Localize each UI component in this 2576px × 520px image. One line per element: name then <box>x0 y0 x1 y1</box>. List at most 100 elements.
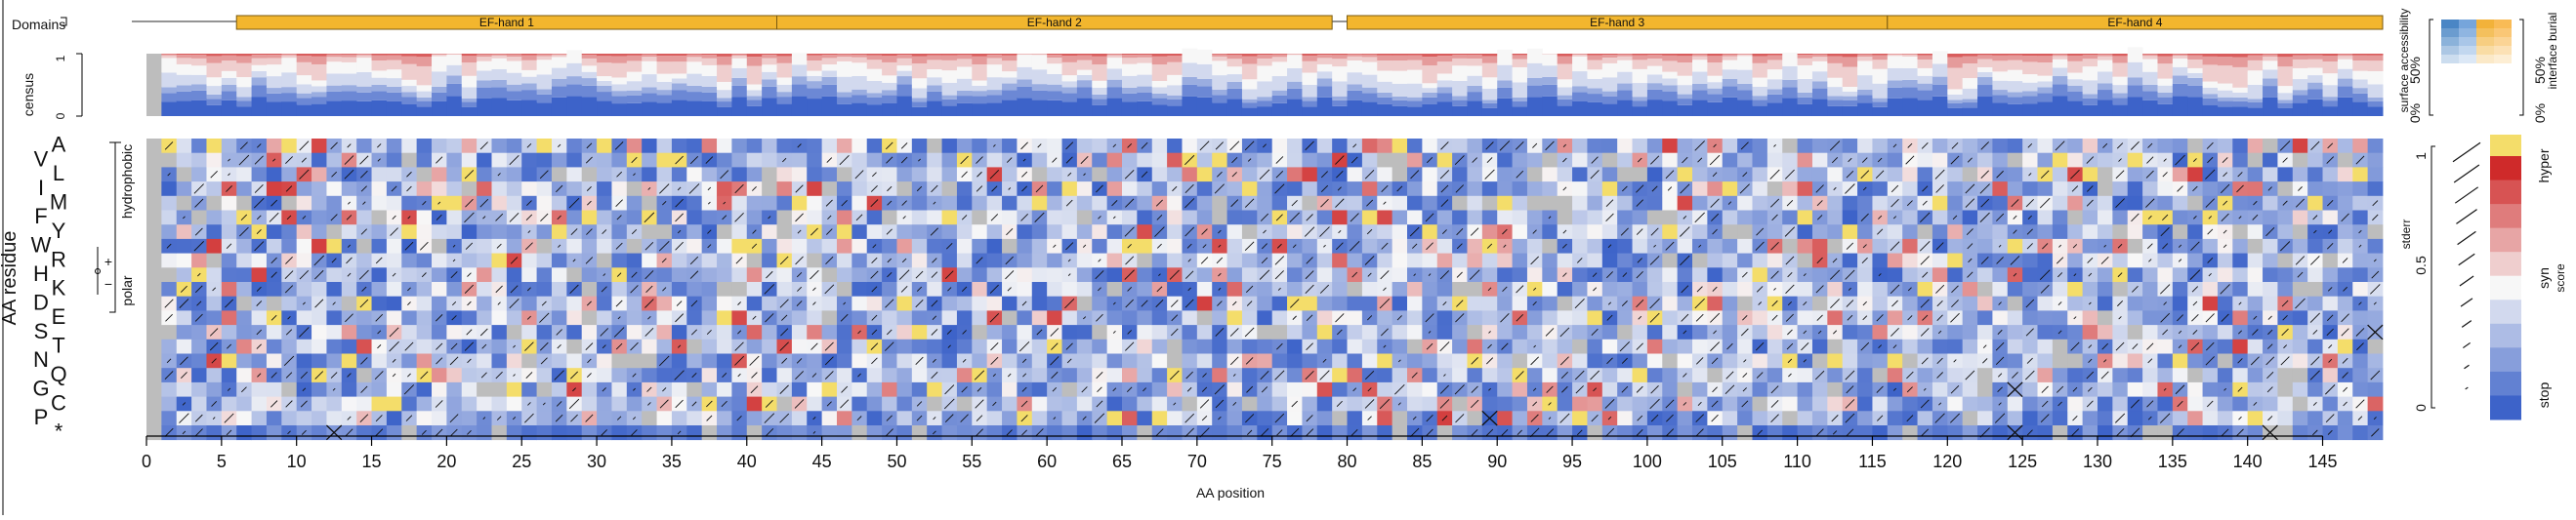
heatmap-cell <box>146 425 162 440</box>
census-bar-segment <box>942 105 958 116</box>
census-bar-segment <box>2142 54 2158 55</box>
heatmap-cell <box>972 139 987 153</box>
heatmap-cell <box>1767 181 1783 196</box>
heatmap-cell <box>177 325 192 340</box>
census-bar-segment <box>731 68 747 78</box>
heatmap-cell <box>1317 211 1333 225</box>
census-bar-segment <box>2307 60 2323 68</box>
heatmap-cell <box>1422 368 1437 382</box>
heatmap-cell <box>222 254 237 268</box>
heatmap-cell <box>597 139 612 153</box>
census-bar-segment <box>191 100 207 116</box>
census-bar-segment <box>267 55 282 58</box>
heatmap-cell <box>417 282 433 297</box>
census-bar-segment <box>1542 54 1558 65</box>
census-bar <box>146 54 162 116</box>
heatmap-cell <box>1152 254 1168 268</box>
heatmap-cell <box>491 224 507 239</box>
heatmap-cell <box>1062 411 1078 425</box>
heatmap-cell <box>356 425 372 440</box>
census-bar-segment <box>1182 97 1197 116</box>
census-bar-segment <box>1092 54 1107 57</box>
heatmap-cell <box>312 411 327 425</box>
census-bar-segment <box>1437 80 1453 87</box>
heatmap-cell <box>1602 139 1618 153</box>
heatmap-cell <box>1407 354 1423 369</box>
census-bar-segment <box>822 64 838 70</box>
heatmap-cell <box>326 239 342 254</box>
heatmap-cell <box>731 425 747 440</box>
census-bar-segment <box>807 56 822 60</box>
heatmap-cell <box>1377 167 1392 181</box>
census-bar-segment <box>867 93 883 98</box>
heatmap-cell <box>1107 354 1123 369</box>
heatmap-cell <box>1467 297 1482 311</box>
heatmap-cell <box>1422 354 1437 369</box>
census-bar-segment <box>1437 54 1453 56</box>
census-bar-segment <box>2128 85 2143 97</box>
census-bar-segment <box>1737 55 1753 56</box>
heatmap-cell <box>1077 224 1093 239</box>
heatmap-cell <box>1723 425 1738 440</box>
census-bar-segment <box>1782 87 1798 98</box>
census-bar-segment <box>837 54 852 55</box>
census-bar-segment <box>1017 79 1032 87</box>
heatmap-cell <box>177 254 192 268</box>
heatmap-cell <box>1497 368 1513 382</box>
heatmap-cell <box>267 224 282 239</box>
heatmap-cell <box>1122 181 1138 196</box>
heatmap-cell <box>1392 254 1408 268</box>
heatmap-cell <box>297 310 312 325</box>
census-bar-segment <box>491 56 507 59</box>
census-bar-segment <box>2142 72 2158 85</box>
heatmap-cell <box>146 354 162 369</box>
heatmap-cell <box>642 368 657 382</box>
census-bar-segment <box>882 90 897 95</box>
heatmap-cell <box>1542 167 1558 181</box>
heatmap-cell <box>942 224 958 239</box>
census-bar-segment <box>2263 55 2278 57</box>
census-bar-segment <box>1647 66 1663 75</box>
heatmap-cell <box>432 282 447 297</box>
heatmap-cell <box>1857 368 1873 382</box>
census-bar-segment <box>1227 89 1243 100</box>
census-bar-segment <box>2098 57 2113 60</box>
heatmap-cell <box>446 196 462 211</box>
heatmap-cell <box>1317 310 1333 325</box>
heatmap-cell <box>417 411 433 425</box>
heatmap-cell <box>1752 139 1767 153</box>
heatmap-cell <box>627 139 643 153</box>
census-bar-segment <box>1723 57 1738 60</box>
heatmap-cell <box>912 310 928 325</box>
heatmap-cell <box>1242 211 1258 225</box>
heatmap-cell <box>552 425 567 440</box>
heatmap-cell <box>566 310 582 325</box>
heatmap-cell <box>252 310 268 325</box>
census-bar-segment <box>686 54 702 55</box>
census-bar-segment <box>236 77 252 87</box>
heatmap-cell <box>462 411 478 425</box>
census-bar-segment <box>686 57 702 61</box>
heatmap-cell <box>401 397 417 412</box>
heatmap-cell <box>702 167 718 181</box>
heatmap-cell <box>611 224 627 239</box>
census-bar-segment <box>2038 54 2054 56</box>
heatmap-cell <box>206 196 222 211</box>
heatmap-cell <box>1332 411 1348 425</box>
census-bar-segment <box>2232 54 2248 57</box>
heatmap-cell <box>1317 139 1333 153</box>
census-bar-segment <box>1242 100 1258 102</box>
heatmap-cell <box>146 397 162 412</box>
heatmap-cell <box>1317 153 1333 168</box>
heatmap-cell <box>642 224 657 239</box>
census-bar-segment <box>927 56 942 60</box>
heatmap-cell <box>1977 239 1993 254</box>
heatmap-cell <box>222 397 237 412</box>
census-bar-segment <box>2218 57 2233 65</box>
heatmap-cell <box>1392 267 1408 282</box>
heatmap-cell <box>657 167 673 181</box>
census-bar-segment <box>2218 65 2233 83</box>
census-bar-segment <box>2368 56 2384 60</box>
heatmap-cell <box>401 325 417 340</box>
heatmap-cell <box>686 211 702 225</box>
